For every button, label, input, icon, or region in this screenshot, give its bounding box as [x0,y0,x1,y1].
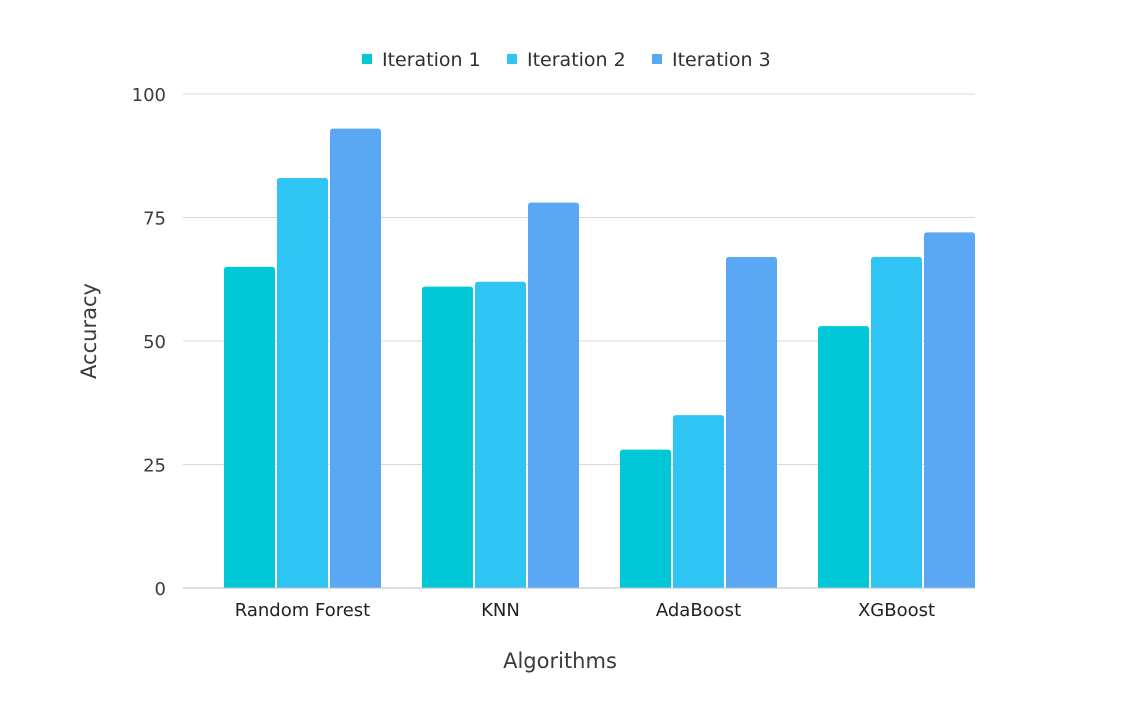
x-tick-label: XGBoost [858,600,935,621]
y-axis-title: Accuracy [77,283,101,379]
bar [726,257,777,588]
bar [224,266,275,588]
bar [620,449,671,588]
x-tick-label: Random Forest [235,600,370,621]
legend-label: Iteration 1 [382,49,481,71]
legend-swatch [362,54,372,64]
legend-swatch [652,54,662,64]
y-axis-ticks: 0 25 50 75 100 [132,85,166,600]
bars [224,128,975,589]
bar [330,128,381,588]
y-tick-label: 50 [143,332,166,353]
legend-label: Iteration 3 [672,49,771,71]
y-tick-label: 75 [143,209,166,230]
y-tick-label: 0 [155,579,166,600]
legend-label: Iteration 2 [527,49,626,71]
bar [277,177,328,589]
bar [528,202,579,588]
x-axis-title: Algorithms [503,649,617,673]
legend: Iteration 1 Iteration 2 Iteration 3 [362,49,771,71]
bar [871,257,922,588]
x-tick-label: AdaBoost [656,600,741,621]
bar [673,415,724,588]
bar [818,326,869,588]
legend-swatch [507,54,517,64]
x-tick-label: KNN [481,600,520,621]
y-tick-label: 25 [143,456,166,477]
bar [475,281,526,588]
bar [422,286,473,588]
x-axis-categories: Random Forest KNN AdaBoost XGBoost [235,600,935,621]
y-tick-label: 100 [132,85,166,106]
bar [924,232,975,588]
